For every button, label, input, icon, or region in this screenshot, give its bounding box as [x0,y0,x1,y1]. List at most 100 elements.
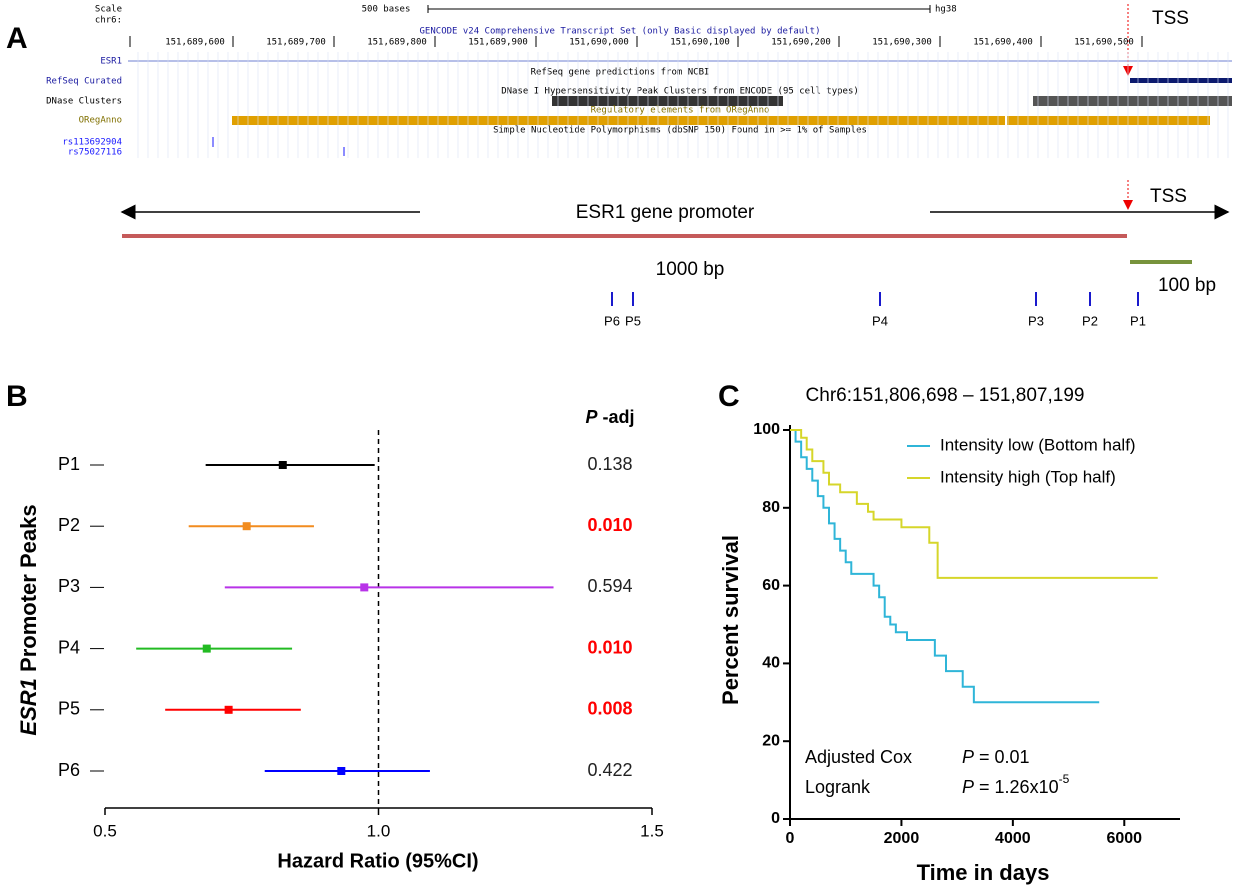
survival-curve [790,429,1158,579]
x-tick-label: 6000 [1106,830,1142,847]
label: Regulatory elements from ORegAnno [591,106,770,116]
y-tick-label: 20 [762,732,780,749]
annotation: Logrank [805,777,871,797]
x-tick-label: 0 [786,830,795,847]
p-value: 0.010 [587,637,632,657]
label: 500 bases [362,5,411,15]
label: chr6: [95,16,122,26]
y-tick-label: 40 [762,655,780,672]
annotation-part: P [962,747,974,767]
track-feature [1130,78,1232,83]
annotation-part: -5 [1059,772,1070,786]
peak-label: P5 [625,313,641,328]
peak-label: P6 [604,313,620,328]
label: ORegAnno [79,116,122,126]
label: Scale [95,5,122,15]
position-label: 151,690,200 [771,38,831,48]
annotation-part: P [962,777,974,797]
track-feature [232,116,1005,125]
point-estimate [202,644,211,653]
y-tick-label: 100 [753,421,780,438]
track-feature [1033,96,1232,106]
forest-plot: B 0.5 1.0 1.5 Hazard Ratio (95%CI) ESR1 Promo… [6,380,664,872]
label: Simple Nucleotide Polymorphisms (dbSNP 1… [493,126,867,136]
position-label: 151,689,700 [266,38,326,48]
column-header-part: -adj [598,407,635,427]
point-estimate [224,705,233,714]
label: ESR1 [100,57,122,67]
position-label: 151,690,000 [569,38,629,48]
label: 1000 bp [656,259,725,280]
x-tick-label: 1.0 [367,821,391,840]
label: DNase Clusters [46,97,122,107]
position-label: 151,689,800 [367,38,427,48]
position-label: 151,690,300 [872,38,932,48]
x-tick-label: 4000 [995,830,1031,847]
y-tick-label: P1 [58,454,80,474]
label: TSS [1150,186,1187,207]
label: rs75027116 [68,148,122,158]
y-tick-label: P2 [58,515,80,535]
column-header-part: P [585,407,598,427]
y-tick-label: P6 [58,760,80,780]
y-axis-title: Percent survival [718,535,743,705]
panel-label: B [6,380,28,413]
peak-label: P2 [1082,313,1098,328]
point-estimate [337,767,346,775]
point-estimate [360,583,369,592]
x-axis-title: Hazard Ratio (95%CI) [277,850,478,872]
p-value: 0.138 [587,454,632,474]
position-label: 151,690,500 [1074,38,1134,48]
track-feature [552,96,783,106]
p-value: 0.008 [587,699,632,719]
p-value: 0.594 [587,576,632,596]
annotation: P = 1.26x10-5 [962,772,1070,797]
legend-label: Intensity low (Bottom half) [940,435,1136,454]
y-axis-title-part: ESR1 [16,678,41,735]
position-label: 151,690,400 [973,38,1033,48]
point-estimate [242,522,251,531]
annotation: P = 0.01 [962,747,1030,767]
label: ESR1 gene promoter [576,202,755,223]
position-label: 151,689,600 [165,38,225,48]
peak-label: P4 [872,313,888,328]
track-feature [1007,116,1210,125]
panel-label: C [718,380,740,413]
legend-label: Intensity high (Top half) [940,467,1116,486]
p-value: 0.010 [587,515,632,535]
y-tick-label: P4 [58,637,80,657]
y-tick-label: P5 [58,699,80,719]
label: RefSeq Curated [46,77,122,87]
annotation-part: = 1.26x10 [974,777,1059,797]
label: RefSeq gene predictions from NCBI [531,68,710,78]
y-tick-label: 60 [762,577,780,594]
peak-label: P3 [1028,313,1044,328]
y-tick-label: P3 [58,576,80,596]
x-tick-label: 1.5 [640,821,664,840]
peak-label: P1 [1130,313,1146,328]
genome-browser: Scale chr6: 500 bases hg38 GENCODE v24 C… [46,4,1232,158]
chart-title: Chr6:151,806,698 – 151,807,199 [806,385,1085,406]
annotation: Adjusted Cox [805,747,912,767]
label: hg38 [935,5,957,15]
label: DNase I Hypersensitivity Peak Clusters f… [501,87,859,97]
annotation-part: = 0.01 [974,747,1030,767]
survival-plot: C Chr6:151,806,698 – 151,807,199 0 20 40 60 80… [718,380,1180,885]
column-header: P -adj [585,407,634,427]
label: GENCODE v24 Comprehensive Transcript Set… [420,27,821,37]
y-axis-title: ESR1 Promoter Peaks [16,504,41,735]
position-label: 151,690,100 [670,38,730,48]
position-label: 151,689,900 [468,38,528,48]
x-tick-label: 0.5 [93,821,117,840]
survival-curve [790,429,1100,704]
y-axis-title-part: Promoter Peaks [16,504,41,678]
x-tick-label: 2000 [884,830,920,847]
label: 100 bp [1158,275,1216,296]
p-value: 0.422 [587,760,632,780]
x-axis-title: Time in days [917,860,1050,885]
panel-label: A [6,22,28,55]
y-tick-label: 80 [762,499,780,516]
y-tick-label: 0 [771,810,780,827]
